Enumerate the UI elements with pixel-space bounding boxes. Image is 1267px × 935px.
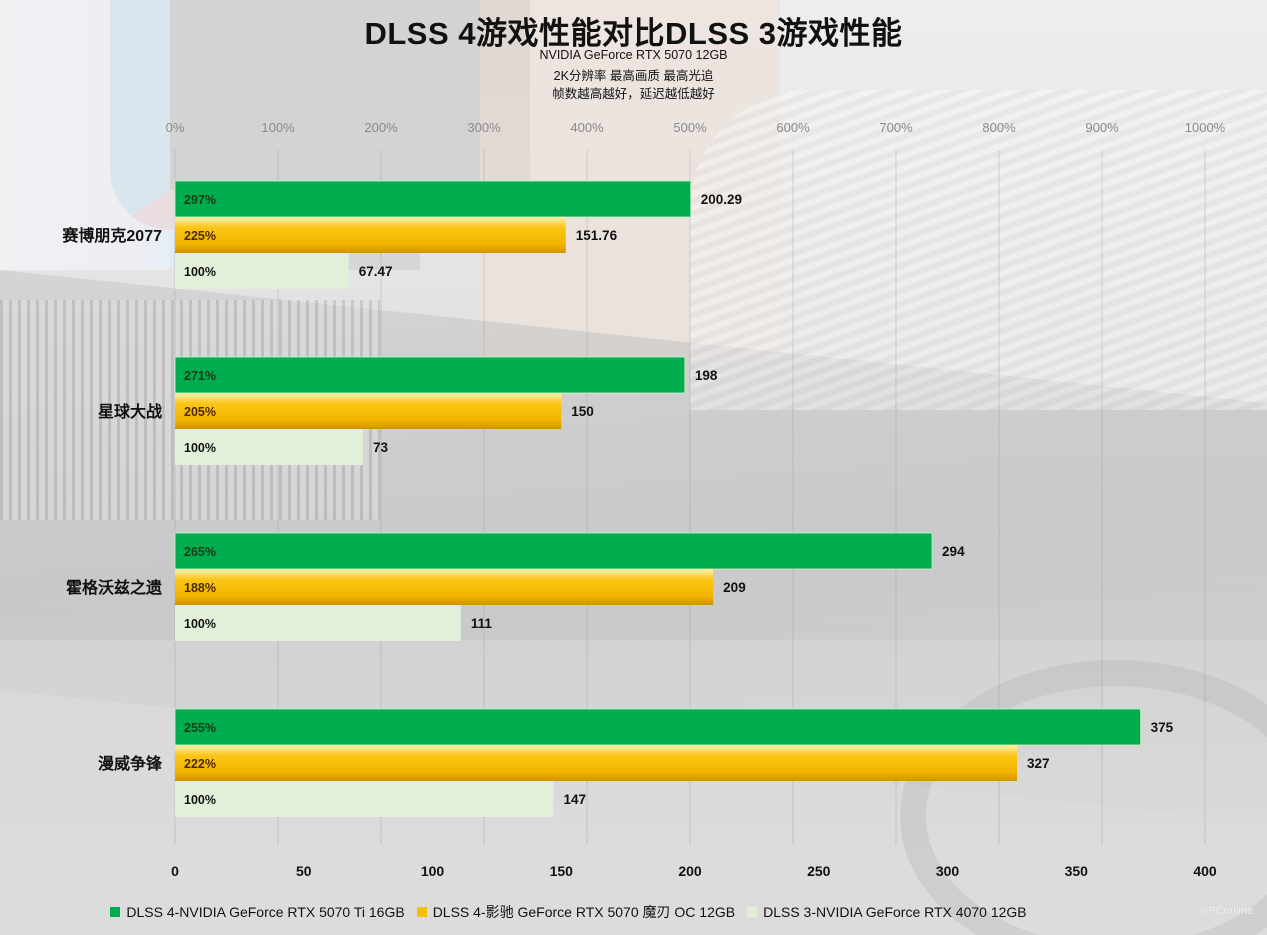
bars: 297% 200.29 225% 151.76 100% 67.47 271% 198 205%… (174, 180, 1174, 817)
bar-value-label: 67.47 (359, 264, 393, 279)
chart-subtitle-settings: 2K分辨率 最高画质 最高光追 (553, 69, 714, 83)
top-axis-tick-label: 300% (467, 120, 501, 135)
bottom-axis-tick-label: 250 (807, 863, 831, 879)
bar-value-label: 151.76 (576, 228, 618, 243)
bar-value-label: 327 (1027, 756, 1050, 771)
legend-item-dlss4-5070[interactable]: DLSS 4-影驰 GeForce RTX 5070 魔刃 OC 12GB (416, 902, 736, 922)
bar (174, 180, 692, 218)
bg-warm-glow (480, 0, 780, 360)
top-axis-tick-label: 800% (982, 120, 1016, 135)
bar-value-label: 209 (723, 580, 746, 595)
top-axis-tick-label: 700% (879, 120, 913, 135)
bar-percent-label: 271% (184, 369, 216, 383)
top-axis-tick-label: 200% (364, 120, 398, 135)
bar-percent-label: 205% (184, 405, 216, 419)
legend-label: DLSS 4-NVIDIA GeForce RTX 5070 Ti 16GB (126, 904, 405, 920)
category-label: 漫威争锋 (98, 754, 163, 773)
bottom-axis-tick-label: 350 (1065, 863, 1089, 879)
chart-title: DLSS 4游戏性能对比DLSS 3游戏性能 (364, 16, 903, 51)
bar-percent-label: 100% (184, 793, 216, 807)
bottom-axis-tick-label: 300 (936, 863, 960, 879)
bar-percent-label: 222% (184, 757, 216, 771)
bottom-axis-tick-label: 0 (171, 863, 179, 879)
top-axis-tick-label: 0% (166, 120, 185, 135)
legend-item-dlss3-4070[interactable]: DLSS 3-NVIDIA GeForce RTX 4070 12GB (747, 904, 1027, 920)
bar-percent-label: 225% (184, 229, 216, 243)
bar-percent-label: 255% (184, 721, 216, 735)
legend-swatch-green (110, 907, 121, 917)
bar (175, 253, 349, 289)
bar (175, 781, 554, 817)
bar (175, 569, 714, 605)
top-axis-tick-label: 100% (261, 120, 295, 135)
bar (174, 356, 686, 394)
bar-value-label: 73 (373, 440, 389, 455)
bar-value-label: 294 (942, 544, 965, 559)
bottom-axis-tick-label: 400 (1193, 863, 1217, 879)
bar (175, 217, 566, 253)
legend-swatch-light-green (747, 907, 758, 917)
category-label: 赛博朋克2077 (61, 226, 162, 245)
bar (175, 393, 562, 429)
bottom-axis-tick-label: 150 (550, 863, 574, 879)
chart-subtitle-note: 帧数越高越好，延迟越低越好 (552, 87, 715, 101)
top-axis-tick-label: 400% (570, 120, 604, 135)
bottom-value-axis: 0 50 100 150 200 250 300 350 400 (171, 863, 1217, 879)
top-axis-tick-label: 900% (1085, 120, 1119, 135)
bottom-axis-tick-label: 200 (678, 863, 702, 879)
top-axis-tick-label: 600% (776, 120, 810, 135)
bar (175, 429, 363, 465)
bar-value-label: 111 (471, 616, 493, 631)
bar-value-label: 150 (571, 404, 594, 419)
category-label: 霍格沃兹之遗 (66, 578, 162, 597)
bg-cables (690, 90, 1267, 410)
bar-percent-label: 188% (184, 581, 216, 595)
bar (174, 708, 1142, 746)
top-axis-tick-label: 1000% (1185, 120, 1226, 135)
bar (175, 605, 461, 641)
bar-value-label: 375 (1151, 720, 1174, 735)
legend-label: DLSS 3-NVIDIA GeForce RTX 4070 12GB (763, 904, 1027, 920)
bottom-axis-tick-label: 100 (421, 863, 445, 879)
bar-percent-label: 265% (184, 545, 216, 559)
top-percent-axis: 0% 100% 200% 300% 400% 500% 600% 700% 800% 900% 10… (166, 120, 1226, 135)
watermark: ©PConline (1200, 905, 1253, 917)
legend: DLSS 4-NVIDIA GeForce RTX 5070 Ti 16GB D… (0, 902, 1267, 922)
category-label: 星球大战 (98, 402, 162, 421)
bar-percent-label: 100% (184, 441, 216, 455)
bar-percent-label: 100% (184, 617, 216, 631)
bar-percent-label: 100% (184, 265, 216, 279)
legend-label: DLSS 4-影驰 GeForce RTX 5070 魔刃 OC 12GB (432, 904, 736, 920)
bar (174, 532, 933, 570)
bar-value-label: 200.29 (701, 192, 742, 207)
legend-swatch-gold (416, 907, 427, 917)
top-axis-tick-label: 500% (673, 120, 707, 135)
bar-percent-label: 297% (184, 193, 216, 207)
bar-value-label: 147 (564, 792, 587, 807)
bottom-axis-tick-label: 50 (296, 863, 312, 879)
legend-item-dlss4-5070ti[interactable]: DLSS 4-NVIDIA GeForce RTX 5070 Ti 16GB (110, 904, 405, 920)
bar-value-label: 198 (695, 368, 718, 383)
chart-subtitle-gpu: NVIDIA GeForce RTX 5070 12GB (539, 48, 728, 62)
bar (175, 745, 1018, 781)
